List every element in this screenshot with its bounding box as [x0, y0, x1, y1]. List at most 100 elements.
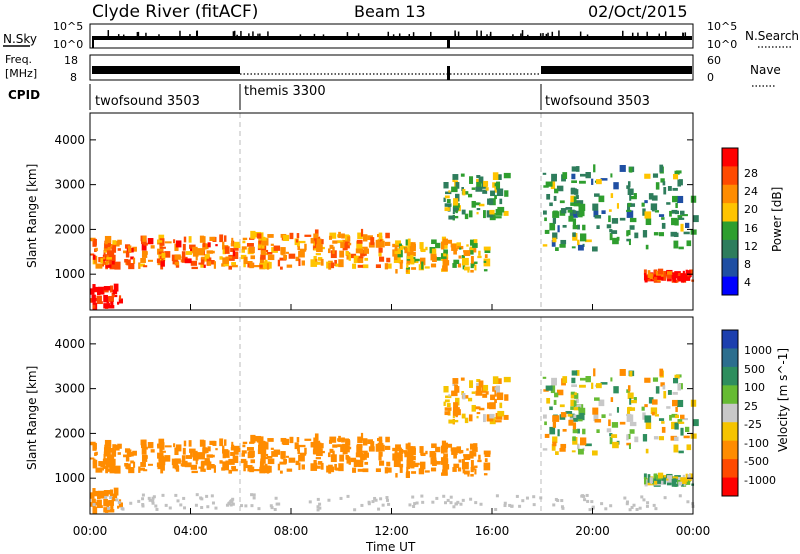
- power-echo-cell: [560, 208, 567, 214]
- velocity-echo-cell: [630, 407, 636, 411]
- power-echo-cell: [577, 244, 584, 251]
- velocity-echo-cell: [197, 452, 205, 460]
- power-echo-cell: [651, 195, 658, 201]
- velocity-echo-cell: [264, 456, 269, 460]
- power-echo-cell: [231, 264, 238, 268]
- velocity-echo-cell: [406, 466, 409, 473]
- velocity-echo-cell: [425, 450, 428, 455]
- velocity-echo-cell: [542, 414, 547, 419]
- ground-scatter-cell: [371, 500, 375, 504]
- velocity-echo-cell: [359, 452, 364, 458]
- power-echo-cell: [452, 263, 457, 268]
- velocity-echo-cell: [190, 449, 193, 457]
- velocity-echo-cell: [414, 462, 420, 466]
- power-echo-cell: [200, 264, 205, 268]
- velocity-echo-cell: [424, 470, 430, 473]
- velocity-echo-cell: [446, 403, 451, 408]
- power-echo-cell: [259, 261, 266, 265]
- power-echo-cell: [657, 268, 664, 275]
- power-echo-cell: [380, 240, 385, 248]
- velocity-echo-cell: [283, 458, 287, 464]
- velocity-echo-cell: [655, 386, 660, 394]
- nsky-trace-spike: [189, 34, 191, 36]
- power-echo-cell: [342, 239, 349, 244]
- power-echo-cell: [661, 217, 665, 220]
- power-echo-cell: [551, 239, 556, 247]
- velocity-colorbar-swatch: [722, 440, 738, 460]
- power-echo-cell: [633, 193, 637, 198]
- power-echo-cell: [655, 275, 661, 280]
- velocity-echo-cell: [279, 461, 287, 465]
- velocity-echo-cell: [189, 448, 196, 453]
- velocity-echo-cell: [579, 377, 586, 381]
- velocity-echo-cell: [114, 465, 121, 474]
- nsky-trace-spike: [137, 31, 140, 36]
- power-echo-cell: [591, 178, 594, 185]
- ground-scatter-cell: [556, 498, 560, 502]
- velocity-echo-cell: [471, 391, 476, 394]
- power-echo-cell: [441, 241, 448, 249]
- velocity-echo-cell: [654, 480, 658, 485]
- power-colorbar-swatch: [722, 148, 738, 167]
- velocity-echo-cell: [395, 444, 401, 450]
- ground-scatter-cell: [195, 493, 199, 497]
- velocity-echo-cell: [104, 439, 112, 447]
- velocity-echo-cell: [572, 436, 576, 441]
- nsky-trace-spike: [542, 33, 544, 36]
- nsky-trace-spike: [476, 30, 478, 36]
- power-echo-cell: [362, 234, 368, 242]
- velocity-ylabel: Slant Range [km]: [25, 366, 39, 470]
- velocity-echo-cell: [96, 499, 102, 507]
- power-echo-cell: [360, 228, 364, 237]
- velocity-echo-cell: [575, 399, 579, 404]
- velocity-echo-cell: [432, 459, 437, 467]
- velocity-echo-cell: [261, 444, 265, 448]
- ground-scatter-cell: [415, 501, 419, 505]
- power-echo-cell: [455, 182, 460, 189]
- power-echo-cell: [112, 240, 117, 245]
- power-echo-cell: [567, 210, 573, 213]
- velocity-echo-cell: [337, 444, 344, 448]
- power-echo-cell: [683, 231, 690, 235]
- power-echo-cell: [655, 182, 660, 190]
- ground-scatter-cell: [604, 507, 608, 511]
- nsky-trace-spike: [257, 33, 259, 36]
- power-echo-cell: [452, 179, 456, 183]
- ground-scatter-cell: [560, 505, 564, 509]
- velocity-echo-cell: [106, 454, 113, 460]
- power-echo-cell: [143, 242, 148, 246]
- velocity-echo-cell: [551, 377, 557, 386]
- power-echo-cell: [282, 234, 290, 242]
- power-echo-cell: [551, 173, 557, 182]
- power-echo-cell: [461, 257, 469, 266]
- velocity-cbar-tick-0: 1000: [744, 344, 772, 357]
- velocity-echo-cell: [301, 464, 305, 470]
- velocity-echo-cell: [662, 385, 666, 390]
- velocity-echo-cell: [201, 460, 205, 464]
- power-echo-cell: [461, 209, 466, 215]
- power-echo-cell: [471, 200, 476, 208]
- power-echo-cell: [222, 249, 226, 255]
- velocity-echo-cell: [159, 450, 166, 453]
- ground-scatter-cell: [115, 498, 119, 502]
- power-echo-cell: [108, 295, 114, 302]
- ground-scatter-cell: [275, 502, 279, 506]
- velocity-echo-cell: [452, 411, 459, 416]
- power-echo-cell: [670, 231, 677, 237]
- power-echo-cell: [473, 248, 477, 253]
- x-tick-label: 00:00: [676, 524, 711, 538]
- velocity-echo-cell: [687, 474, 691, 480]
- x-tick-label: 08:00: [274, 524, 309, 538]
- velocity-echo-cell: [221, 467, 226, 471]
- power-echo-cell: [283, 254, 287, 260]
- velocity-echo-cell: [158, 455, 165, 459]
- ground-scatter-cell: [583, 498, 587, 502]
- power-echo-cell: [686, 240, 692, 247]
- power-echo-cell: [95, 263, 103, 269]
- velocity-echo-cell: [626, 413, 632, 416]
- power-echo-cell: [173, 239, 176, 244]
- velocity-echo-cell: [117, 505, 120, 509]
- velocity-echo-cell: [542, 448, 548, 451]
- velocity-echo-cell: [565, 411, 573, 414]
- power-echo-cell: [410, 242, 416, 250]
